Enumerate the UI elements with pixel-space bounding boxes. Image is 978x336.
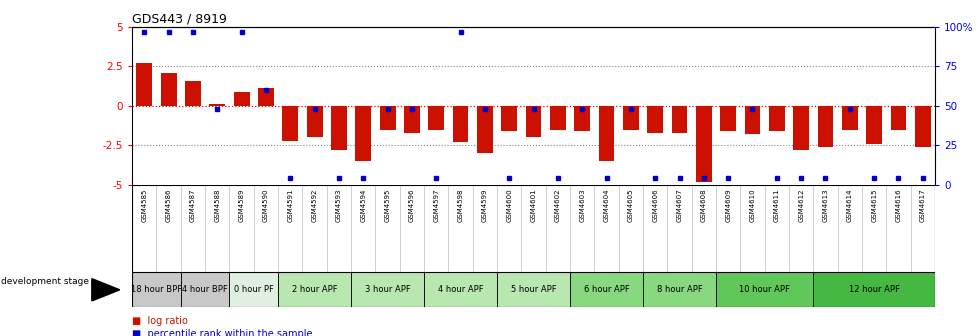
Bar [622,106,638,129]
Text: ■  log ratio: ■ log ratio [132,316,188,326]
Bar [813,272,934,307]
Bar [569,272,643,307]
Text: GSM4590: GSM4590 [263,188,269,222]
Text: GSM4595: GSM4595 [384,188,390,222]
Bar [351,272,423,307]
Text: 8 hour APF: 8 hour APF [656,285,701,294]
Bar [355,106,371,161]
Text: GSM4604: GSM4604 [602,188,609,222]
Bar [695,106,711,182]
Bar [181,272,229,307]
Text: 4 hour BPF: 4 hour BPF [182,285,228,294]
Text: GSM4594: GSM4594 [360,188,366,222]
Text: 10 hour APF: 10 hour APF [738,285,789,294]
Bar [497,272,569,307]
Bar [278,272,351,307]
Text: GSM4614: GSM4614 [846,188,852,222]
Bar [379,106,395,129]
Text: GSM4601: GSM4601 [530,188,536,222]
Bar [428,106,444,129]
Bar [817,106,832,147]
Text: GSM4592: GSM4592 [311,188,317,222]
Bar [132,272,181,307]
Bar [229,272,278,307]
Bar [136,63,152,106]
Text: development stage: development stage [1,277,89,286]
Bar [646,106,662,133]
Bar [423,272,497,307]
Text: 0 hour PF: 0 hour PF [234,285,274,294]
Bar [476,106,492,153]
Text: GSM4588: GSM4588 [214,188,220,222]
Polygon shape [92,279,119,301]
Text: GSM4589: GSM4589 [239,188,244,222]
Bar [550,106,565,129]
Bar [768,106,784,131]
Text: 18 hour BPF: 18 hour BPF [131,285,182,294]
Text: GSM4593: GSM4593 [335,188,341,222]
Text: GSM4609: GSM4609 [725,188,731,222]
Bar [501,106,516,131]
Text: GSM4608: GSM4608 [700,188,706,222]
Bar [841,106,857,129]
Bar [282,106,298,140]
Bar [744,106,760,134]
Text: 5 hour APF: 5 hour APF [511,285,556,294]
Bar [643,272,715,307]
Text: GSM4600: GSM4600 [506,188,511,222]
Text: 4 hour APF: 4 hour APF [437,285,483,294]
Text: GSM4599: GSM4599 [481,188,487,222]
Bar [715,272,813,307]
Bar [331,106,346,150]
Text: GSM4616: GSM4616 [895,188,901,222]
Bar [574,106,590,131]
Bar [209,104,225,106]
Text: GSM4603: GSM4603 [579,188,585,222]
Bar [671,106,687,133]
Bar [866,106,881,144]
Text: 2 hour APF: 2 hour APF [291,285,337,294]
Text: GSM4612: GSM4612 [797,188,803,222]
Text: 3 hour APF: 3 hour APF [365,285,410,294]
Text: GSM4587: GSM4587 [190,188,196,222]
Bar [598,106,614,161]
Text: ■  percentile rank within the sample: ■ percentile rank within the sample [132,329,312,336]
Bar [452,106,468,142]
Text: GDS443 / 8919: GDS443 / 8919 [132,13,227,26]
Text: 6 hour APF: 6 hour APF [583,285,629,294]
Text: GSM4598: GSM4598 [457,188,464,222]
Bar [404,106,420,133]
Text: GSM4591: GSM4591 [287,188,293,222]
Text: GSM4617: GSM4617 [919,188,925,222]
Bar [720,106,735,131]
Text: GSM4607: GSM4607 [676,188,682,222]
Bar [890,106,906,129]
Bar [913,106,930,147]
Text: GSM4602: GSM4602 [555,188,560,222]
Text: GSM4596: GSM4596 [409,188,415,222]
Bar [185,81,200,106]
Text: GSM4615: GSM4615 [870,188,876,222]
Bar [306,106,322,137]
Bar [160,73,176,106]
Text: GSM4605: GSM4605 [627,188,633,222]
Text: GSM4585: GSM4585 [141,188,147,222]
Text: GSM4613: GSM4613 [822,188,827,222]
Bar [234,92,249,106]
Bar [525,106,541,137]
Bar [258,88,274,106]
Text: GSM4606: GSM4606 [651,188,657,222]
Text: GSM4586: GSM4586 [165,188,171,222]
Bar [792,106,808,150]
Text: GSM4610: GSM4610 [749,188,755,222]
Text: GSM4597: GSM4597 [433,188,439,222]
Text: GSM4611: GSM4611 [773,188,779,222]
Text: 12 hour APF: 12 hour APF [848,285,899,294]
